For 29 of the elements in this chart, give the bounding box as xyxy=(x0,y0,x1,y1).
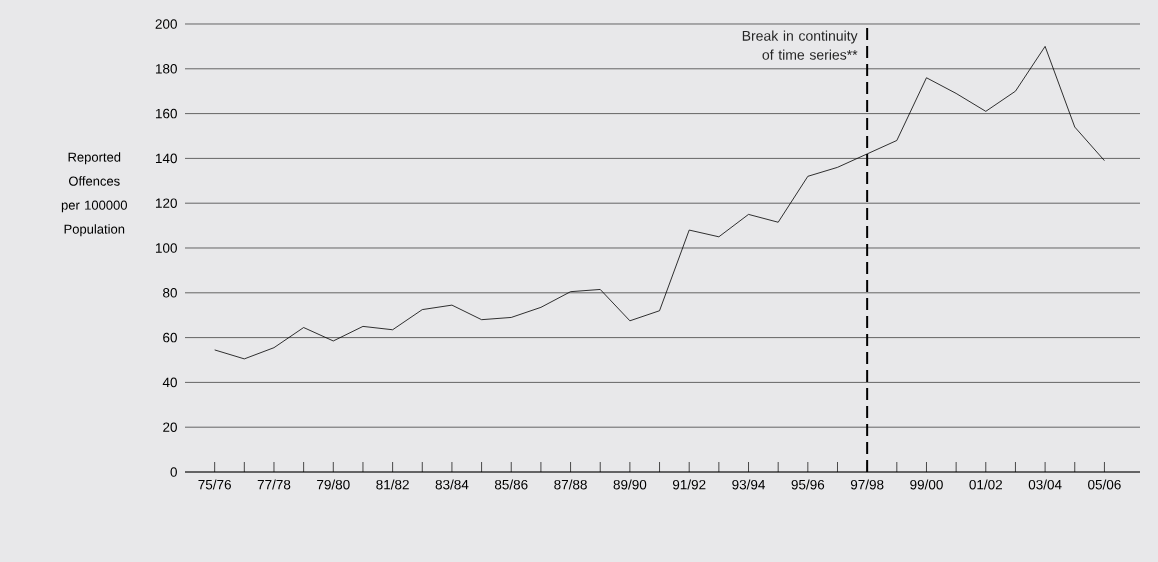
x-tick-label: 81/82 xyxy=(376,479,409,490)
x-tick-label: 03/04 xyxy=(1028,479,1062,490)
x-tick-label: 75/76 xyxy=(198,479,231,490)
y-tick-label: 160 xyxy=(155,108,177,119)
y-tick-label: 20 xyxy=(163,422,177,432)
x-tick-label: 97/98 xyxy=(850,479,884,490)
x-tick-label: 89/90 xyxy=(613,479,647,490)
x-tick-label: 79/80 xyxy=(317,479,350,490)
ref-line-label: Break in continuity of time series** xyxy=(742,30,858,60)
y-tick-label: 40 xyxy=(162,377,177,388)
x-tick-label: 99/00 xyxy=(910,479,943,490)
x-tick-label: 87/88 xyxy=(554,479,587,490)
x-tick-label: 01/02 xyxy=(969,479,1002,490)
y-axis-title: Reported Offences per 100000 Population xyxy=(61,152,127,237)
x-tick-label: 83/84 xyxy=(435,479,469,490)
x-tick-label: 85/86 xyxy=(494,479,528,490)
y-tick-label: 120 xyxy=(155,198,177,208)
y-tick-label: 140 xyxy=(155,153,177,164)
y-tick-label: 180 xyxy=(155,64,177,74)
y-tick-label: 80 xyxy=(163,288,177,298)
x-tick-label: 05/06 xyxy=(1088,479,1121,490)
y-tick-label: 0 xyxy=(170,467,177,477)
x-tick-label: 77/78 xyxy=(257,479,291,490)
x-tick-label: 91/92 xyxy=(672,479,706,490)
y-tick-label: 60 xyxy=(163,332,177,343)
x-tick-label: 95/96 xyxy=(791,479,825,490)
x-tick-label: 93/94 xyxy=(732,479,766,490)
y-tick-label: 100 xyxy=(155,243,177,253)
y-tick-label: 200 xyxy=(155,19,177,29)
